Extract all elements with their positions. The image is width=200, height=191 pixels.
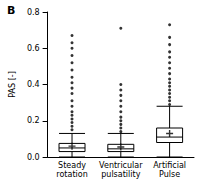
svg-text:0.6: 0.6 <box>27 44 40 53</box>
svg-text:0.0: 0.0 <box>27 153 40 162</box>
svg-text:Steady: Steady <box>58 161 86 170</box>
svg-text:rotation: rotation <box>56 170 87 179</box>
svg-text:Pulse: Pulse <box>159 170 180 179</box>
svg-text:0.4: 0.4 <box>27 80 40 89</box>
svg-text:0.8: 0.8 <box>27 8 40 17</box>
svg-text:B: B <box>7 4 15 17</box>
svg-text:0.2: 0.2 <box>27 116 40 125</box>
svg-text:Ventricular: Ventricular <box>99 161 143 170</box>
svg-text:Artificial: Artificial <box>153 161 186 170</box>
svg-text:pulsatility: pulsatility <box>101 170 140 179</box>
svg-text:PAS [-]: PAS [-] <box>8 71 17 98</box>
